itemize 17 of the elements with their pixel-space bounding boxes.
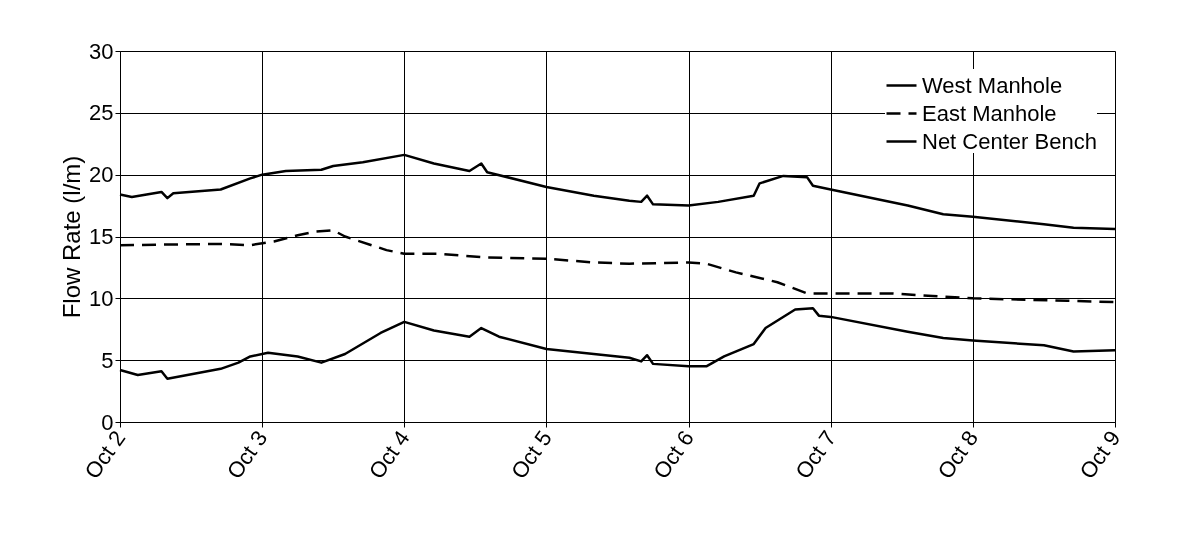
y-tick-label: 20 bbox=[89, 162, 114, 188]
y-tick-label: 30 bbox=[89, 38, 114, 64]
x-tick-label: Oct 9 bbox=[1074, 426, 1126, 484]
y-tick-label: 25 bbox=[89, 100, 114, 126]
x-tick-label: Oct 3 bbox=[221, 426, 273, 484]
x-tick-label: Oct 7 bbox=[790, 426, 842, 484]
y-axis-title: Flow Rate (l/m) bbox=[58, 155, 86, 319]
legend-label: East Manhole bbox=[922, 100, 1057, 126]
y-tick-label: 10 bbox=[89, 285, 114, 311]
y-tick-label: 5 bbox=[101, 347, 114, 373]
x-tick-label: Oct 6 bbox=[648, 426, 699, 484]
y-tick-label: 15 bbox=[89, 224, 114, 249]
legend-label: West Manhole bbox=[922, 72, 1063, 98]
legend-label: Net Center Bench bbox=[922, 128, 1097, 154]
x-tick-label: Oct 5 bbox=[506, 426, 557, 484]
x-tick-label: Oct 8 bbox=[932, 426, 984, 484]
x-tick-label: Oct 4 bbox=[363, 426, 415, 484]
